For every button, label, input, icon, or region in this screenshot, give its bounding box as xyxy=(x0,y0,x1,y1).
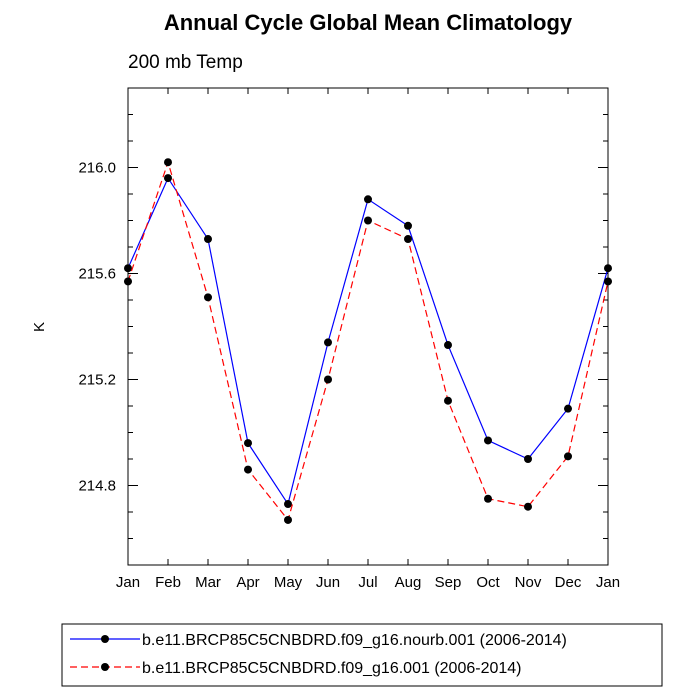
series-1-point xyxy=(604,264,612,273)
series-2-point xyxy=(604,277,612,286)
y-tick-label: 214.8 xyxy=(78,478,116,495)
series-2-point xyxy=(284,515,292,524)
series-layer xyxy=(124,158,612,524)
y-tick-label: 215.6 xyxy=(78,266,116,283)
series-1-point xyxy=(204,235,212,244)
series-1-point xyxy=(484,436,492,445)
series-2-point xyxy=(524,502,532,511)
x-tick-label: Jun xyxy=(316,574,340,591)
series-2-point xyxy=(124,277,132,286)
x-tick-label: Jul xyxy=(358,574,377,591)
legend-box xyxy=(61,623,663,687)
y-tick-label: 215.2 xyxy=(78,372,116,389)
series-1-point xyxy=(164,174,172,183)
series-2-point xyxy=(364,216,372,225)
x-tick-label: Apr xyxy=(236,574,259,591)
series-2-point xyxy=(324,375,332,384)
series-2-point xyxy=(164,158,172,167)
x-tick-label: Oct xyxy=(476,574,500,591)
chart-title: Annual Cycle Global Mean Climatology xyxy=(164,10,573,35)
series-2-point xyxy=(564,452,572,461)
series-2-point xyxy=(484,494,492,503)
series-1-point xyxy=(364,195,372,204)
legend-marker-1 xyxy=(101,635,109,643)
series-1-point xyxy=(404,221,412,230)
x-tick-label: Aug xyxy=(395,574,422,591)
y-axis-label: K xyxy=(31,322,48,332)
series-2-point xyxy=(244,465,252,474)
series-2-point xyxy=(204,293,212,302)
x-tick-label: Mar xyxy=(195,574,221,591)
series-1-point xyxy=(564,404,572,413)
series-line-2 xyxy=(127,160,609,522)
series-1-point xyxy=(444,341,452,350)
chart-subtitle: 200 mb Temp xyxy=(128,52,243,73)
x-tick-label: Jan xyxy=(596,574,620,591)
plot-frame xyxy=(127,87,609,566)
series-line-1 xyxy=(127,176,609,506)
x-tick-label: Sep xyxy=(435,574,462,591)
series-1-point xyxy=(324,338,332,347)
series-1-point xyxy=(124,264,132,273)
x-tick-label: Nov xyxy=(515,574,542,591)
legend-marker-2 xyxy=(101,663,109,671)
x-tick-label: May xyxy=(274,574,303,591)
series-1-point xyxy=(244,439,252,448)
series-1-point xyxy=(284,500,292,509)
y-tick-label: 216.0 xyxy=(78,160,116,177)
legend-label-2: b.e11.BRCP85C5CNBDRD.f09_g16.001 (2006-2… xyxy=(142,660,521,677)
x-tick-label: Dec xyxy=(555,574,582,591)
series-2-point xyxy=(444,396,452,405)
legend: b.e11.BRCP85C5CNBDRD.f09_g16.nourb.001 (… xyxy=(61,623,663,687)
x-tick-label: Feb xyxy=(155,574,181,591)
legend-label-1: b.e11.BRCP85C5CNBDRD.f09_g16.nourb.001 (… xyxy=(142,632,567,649)
series-1-point xyxy=(524,455,532,463)
x-tick-label: Jan xyxy=(116,574,140,591)
axes: Jan Feb Mar Apr May Jun Jul Aug Sep Oct Nov Dec Jan 2… xyxy=(78,87,620,591)
series-2-point xyxy=(404,235,412,244)
